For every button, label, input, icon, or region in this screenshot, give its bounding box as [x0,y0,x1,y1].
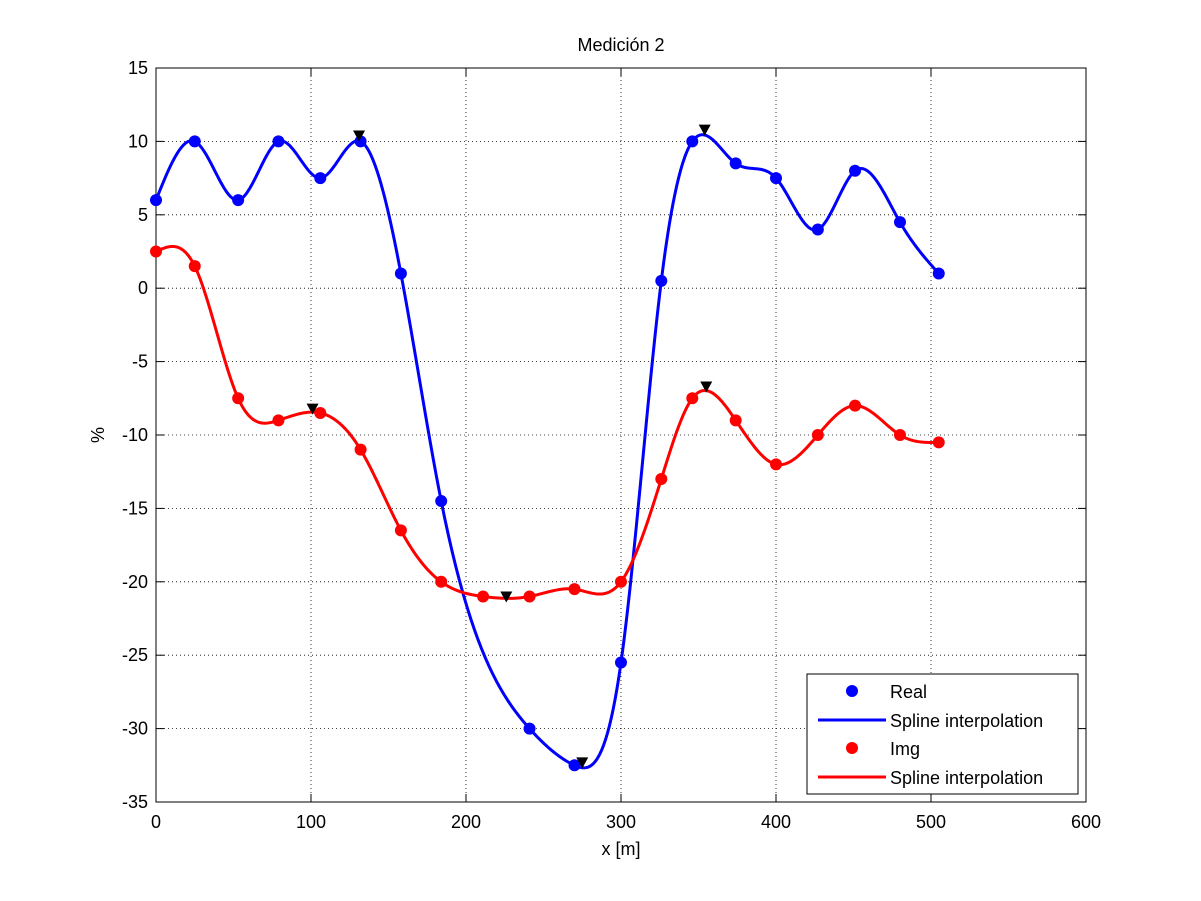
data-point-2 [314,406,327,419]
y-tick-label: -15 [122,498,148,518]
series-line-3 [155,244,939,600]
y-tick-label: 5 [138,205,148,225]
y-tick-label: 0 [138,278,148,298]
data-point-2 [435,575,448,588]
legend-real-label: Real [890,682,927,702]
x-tick-label: 0 [151,812,161,832]
y-tick-label: -30 [122,719,148,739]
data-point-2 [615,575,627,588]
legend-real-marker [846,685,858,697]
data-point-2 [932,436,945,449]
y-tick-label: -5 [132,352,148,372]
data-point-2 [894,429,906,441]
data-point-2 [770,458,782,471]
y-axis-title: % [88,427,108,443]
data-point-2 [686,392,699,405]
data-point-2 [394,524,407,537]
legend-real-spline-label: Spline interpolation [890,711,1043,731]
y-tick-label: 10 [128,131,148,151]
data-point-2 [811,429,824,441]
data-point-2 [150,245,162,258]
data-point-0 [686,135,699,148]
x-tick-label: 500 [916,812,946,832]
x-tick-label: 300 [606,812,636,832]
data-point-0 [615,656,627,669]
data-point-0 [435,495,448,508]
data-point-0 [394,267,407,280]
data-point-0 [523,722,536,735]
y-tick-label: -35 [122,792,148,812]
x-tick-label: 200 [451,812,481,832]
y-tick-label: -25 [122,645,148,665]
data-point-2 [568,583,581,596]
data-point-0 [770,172,782,185]
data-point-0 [272,135,285,148]
data-point-0 [849,164,862,177]
data-point-2 [523,590,536,603]
extremum-marker [700,381,713,393]
data-point-0 [232,194,245,207]
legend-img-marker [846,742,858,754]
data-point-2 [729,414,742,427]
data-point-0 [894,216,906,229]
data-point-2 [188,260,201,273]
data-point-2 [477,590,490,603]
y-tick-label: -20 [122,572,148,592]
y-tick-label: 15 [128,58,148,78]
data-point-0 [568,759,581,772]
legend: Real Spline interpolation Img Spline int… [806,673,1079,795]
extremum-marker [353,130,366,142]
x-tick-label: 400 [761,812,791,832]
x-tick-label: 100 [296,812,326,832]
extremum-marker [306,403,319,415]
data-point-2 [849,399,862,412]
y-tick-label: -10 [122,425,148,445]
data-point-0 [932,267,945,280]
extremum-marker [576,757,589,769]
legend-img-spline-label: Spline interpolation [890,768,1043,788]
x-tick-label: 600 [1071,812,1101,832]
data-point-0 [188,135,201,148]
data-point-2 [354,443,367,456]
series-layer [150,133,945,772]
data-point-0 [811,223,824,236]
legend-img-label: Img [890,739,920,759]
data-point-0 [655,274,668,287]
data-point-2 [232,392,245,405]
x-axis-title: x [m] [602,839,641,859]
extremum-marker [698,124,711,136]
data-point-2 [655,473,668,486]
data-point-2 [272,414,285,427]
chart-title: Medición 2 [577,35,664,55]
data-point-0 [314,172,327,185]
extremum-marker [500,591,513,603]
data-point-0 [729,157,742,170]
axis-ticks: 0 100 200 300 400 500 600 -35 -30 -25 -20 -15 -10 -5 0… [122,58,1101,832]
data-point-0 [150,194,162,207]
extrema-markers [306,124,713,769]
